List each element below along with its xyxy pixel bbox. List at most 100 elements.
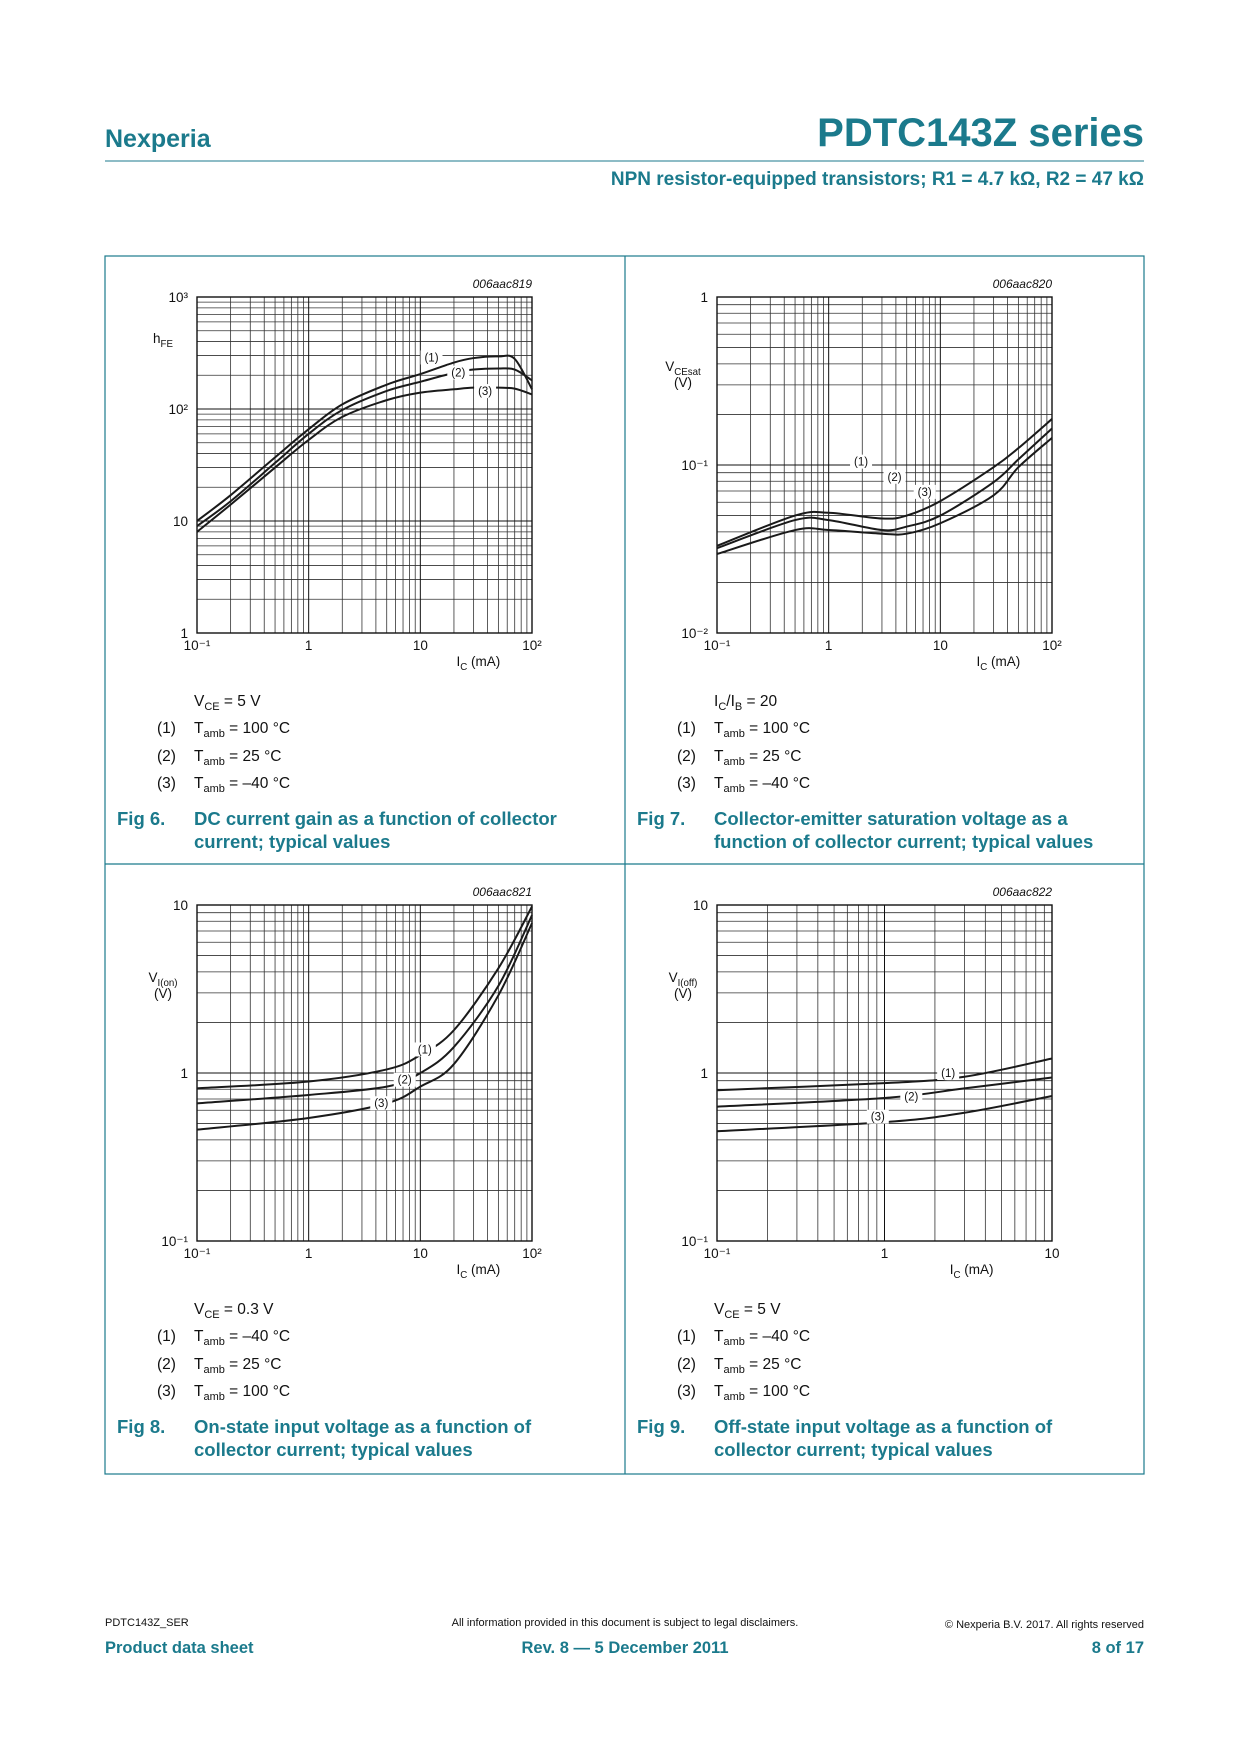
subscript: CEsat (674, 367, 701, 378)
text-part: (mA) (467, 1262, 500, 1277)
text-part: I (950, 1262, 954, 1277)
doc-id: PDTC143Z_SER (105, 1617, 189, 1629)
text-part: V (149, 970, 158, 985)
subscript: I(on) (158, 978, 178, 989)
curve-label: (2) (398, 1075, 412, 1087)
curve-label: (2) (888, 472, 902, 484)
subscript: amb (723, 1336, 745, 1349)
y-axis-unit: (V) (674, 375, 692, 390)
figure-code: 006aac819 (473, 277, 533, 291)
x-tick-label: 1 (305, 638, 313, 653)
y-axis-unit: (V) (154, 986, 172, 1001)
figure-number: Fig 9. (637, 1416, 686, 1437)
curve (716, 1094, 1053, 1133)
condition: VCE = 5 V (194, 693, 261, 713)
x-tick-label: 10² (522, 1246, 542, 1261)
text-part: I (457, 654, 461, 669)
text-part: V (714, 1301, 725, 1318)
text-part: = 25 °C (224, 747, 282, 765)
y-tick-label: 10⁻¹ (681, 1234, 708, 1249)
text-part: = 0.3 V (219, 1301, 274, 1318)
text-part: = –40 °C (224, 774, 291, 792)
text-part: T (714, 1382, 724, 1400)
curve-label: (1) (941, 1068, 955, 1080)
brand: Nexperia (105, 125, 212, 153)
legend-text: Tamb = –40 °C (714, 775, 810, 795)
text-part: T (194, 720, 204, 738)
revision: Rev. 8 — 5 December 2011 (522, 1639, 729, 1657)
x-tick-label: 10⁻¹ (184, 638, 211, 653)
subscript: CE (724, 1309, 740, 1322)
legend-number: (2) (157, 1355, 176, 1373)
subscript: amb (723, 728, 745, 741)
text-part: T (714, 1328, 724, 1346)
curve-label: (1) (418, 1044, 432, 1056)
subscript: CE (204, 1309, 220, 1322)
curve-label: (2) (451, 368, 465, 380)
text-part: T (194, 747, 204, 765)
y-tick-label: 10 (173, 514, 188, 529)
legend-number: (2) (677, 1355, 696, 1373)
curve (196, 367, 533, 527)
text-part: T (194, 1355, 204, 1373)
curve-label-bg (370, 1096, 393, 1111)
figure-code: 006aac820 (993, 277, 1053, 291)
text-part: V (194, 693, 205, 710)
text-part: = –40 °C (224, 1328, 291, 1346)
y-tick-label: 1 (700, 290, 708, 305)
plot-frame (196, 296, 533, 634)
copyright: © Nexperia B.V. 2017. All rights reserve… (945, 1619, 1144, 1631)
text-part: = 5 V (739, 1301, 781, 1318)
y-axis-label: VI(on) (149, 970, 178, 989)
x-axis-label: IC (mA) (977, 654, 1021, 673)
legend-text: Tamb = 100 °C (194, 1383, 290, 1403)
legend-number: (1) (677, 1328, 696, 1346)
curve-label: (2) (904, 1092, 918, 1104)
curve-label: (3) (374, 1098, 388, 1110)
legend-text: Tamb = 25 °C (714, 748, 801, 768)
x-tick-label: 1 (305, 1246, 313, 1261)
x-axis-label: IC (mA) (950, 1262, 994, 1281)
curve-label-bg (413, 1042, 436, 1057)
text-part: = 100 °C (224, 720, 291, 738)
x-tick-label: 1 (825, 638, 833, 653)
text-part: I (457, 1262, 461, 1277)
y-axis-unit: (V) (674, 986, 692, 1001)
curve (196, 354, 533, 522)
x-tick-label: 10² (522, 638, 542, 653)
text-part: T (714, 774, 724, 792)
y-tick-label: 10⁻² (681, 626, 708, 641)
doc-type: Product data sheet (105, 1639, 254, 1657)
subscript: CE (204, 701, 220, 714)
y-tick-label: 10³ (168, 290, 188, 305)
curve-label-bg (866, 1109, 889, 1124)
text-part: V (665, 359, 674, 374)
curve-label-bg (474, 384, 497, 399)
subscript: amb (723, 1363, 745, 1376)
text-part: = 100 °C (224, 1382, 291, 1400)
text-part: T (714, 720, 724, 738)
x-tick-label: 10 (1044, 1246, 1059, 1261)
curve (196, 905, 533, 1090)
page-number: 8 of 17 (1092, 1639, 1144, 1657)
text-part: I (977, 654, 981, 669)
figure-number: Fig 6. (117, 808, 166, 829)
subscript: FE (161, 339, 174, 350)
x-axis-label: IC (mA) (457, 654, 501, 673)
subscript: amb (723, 1390, 745, 1403)
text-part: T (194, 1382, 204, 1400)
figure-caption: Collector-emitter saturation voltage as … (714, 808, 1094, 852)
x-tick-label: 10⁻¹ (184, 1246, 211, 1261)
x-tick-label: 10 (933, 638, 948, 653)
y-tick-label: 1 (180, 1066, 188, 1081)
curve (196, 386, 533, 533)
y-tick-label: 10 (173, 898, 188, 913)
text-part: V (669, 970, 678, 985)
subscript: C (460, 662, 467, 673)
figure-caption: DC current gain as a function of collect… (194, 808, 557, 852)
legend-number: (1) (157, 1328, 176, 1346)
legend-text: Tamb = 25 °C (714, 1356, 801, 1376)
subscript: B (734, 701, 743, 714)
subscript: amb (203, 728, 225, 741)
